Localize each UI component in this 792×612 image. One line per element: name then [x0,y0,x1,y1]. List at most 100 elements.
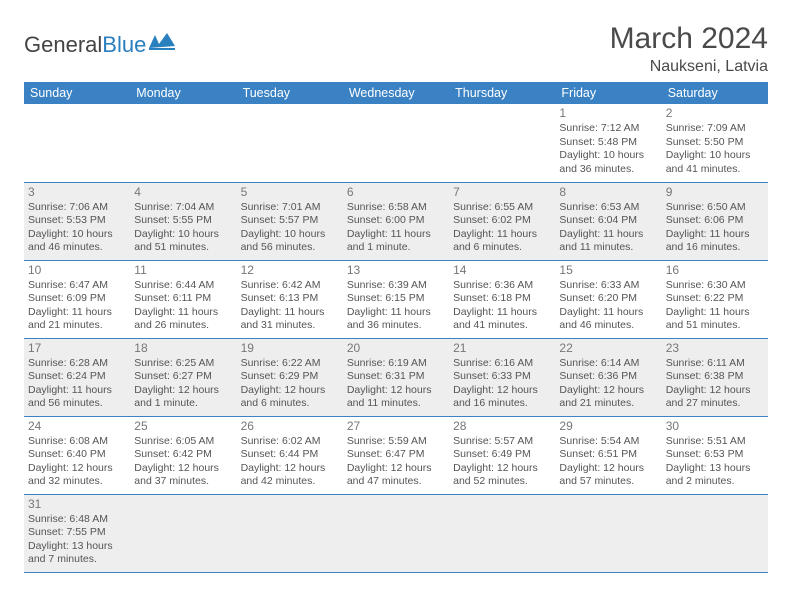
day-cell: 14Sunrise: 6:36 AMSunset: 6:18 PMDayligh… [449,260,555,338]
daylight-line2: and 21 minutes. [28,319,126,332]
sunset-text: Sunset: 6:06 PM [666,214,764,227]
sunrise-text: Sunrise: 6:42 AM [241,279,339,292]
sunset-text: Sunset: 6:22 PM [666,292,764,305]
sunset-text: Sunset: 6:53 PM [666,448,764,461]
week-row: 10Sunrise: 6:47 AMSunset: 6:09 PMDayligh… [24,260,768,338]
daylight-line1: Daylight: 11 hours [241,306,339,319]
empty-cell [449,494,555,572]
daylight-line1: Daylight: 12 hours [134,462,232,475]
daylight-line1: Daylight: 11 hours [666,306,764,319]
day-number: 14 [453,263,551,278]
sunset-text: Sunset: 6:02 PM [453,214,551,227]
daylight-line1: Daylight: 12 hours [453,384,551,397]
logo-flag-icon [149,33,175,51]
daylight-line1: Daylight: 10 hours [559,149,657,162]
sunrise-text: Sunrise: 6:02 AM [241,435,339,448]
daylight-line2: and 41 minutes. [666,163,764,176]
sunset-text: Sunset: 6:49 PM [453,448,551,461]
day-cell: 25Sunrise: 6:05 AMSunset: 6:42 PMDayligh… [130,416,236,494]
sunrise-text: Sunrise: 7:04 AM [134,201,232,214]
week-row: 17Sunrise: 6:28 AMSunset: 6:24 PMDayligh… [24,338,768,416]
logo-text-2: Blue [102,32,146,58]
logo: GeneralBlue [24,22,175,58]
daylight-line2: and 2 minutes. [666,475,764,488]
location: Naukseni, Latvia [610,58,768,76]
day-number: 2 [666,106,764,121]
daylight-line1: Daylight: 13 hours [666,462,764,475]
sunset-text: Sunset: 6:31 PM [347,370,445,383]
day-number: 30 [666,419,764,434]
daylight-line1: Daylight: 12 hours [666,384,764,397]
day-number: 5 [241,185,339,200]
day-cell: 13Sunrise: 6:39 AMSunset: 6:15 PMDayligh… [343,260,449,338]
sunrise-text: Sunrise: 5:51 AM [666,435,764,448]
day-cell: 10Sunrise: 6:47 AMSunset: 6:09 PMDayligh… [24,260,130,338]
daylight-line2: and 56 minutes. [241,241,339,254]
daylight-line1: Daylight: 12 hours [453,462,551,475]
daylight-line2: and 6 minutes. [453,241,551,254]
sunset-text: Sunset: 5:50 PM [666,136,764,149]
day-cell: 8Sunrise: 6:53 AMSunset: 6:04 PMDaylight… [555,182,661,260]
week-row: 1Sunrise: 7:12 AMSunset: 5:48 PMDaylight… [24,104,768,182]
day-number: 24 [28,419,126,434]
sunrise-text: Sunrise: 6:11 AM [666,357,764,370]
sunset-text: Sunset: 6:15 PM [347,292,445,305]
daylight-line1: Daylight: 11 hours [347,228,445,241]
day-header: Monday [130,82,236,104]
daylight-line2: and 6 minutes. [241,397,339,410]
daylight-line2: and 11 minutes. [559,241,657,254]
day-number: 20 [347,341,445,356]
daylight-line1: Daylight: 10 hours [241,228,339,241]
day-header: Wednesday [343,82,449,104]
daylight-line1: Daylight: 11 hours [347,306,445,319]
logo-text-1: General [24,32,102,58]
week-row: 24Sunrise: 6:08 AMSunset: 6:40 PMDayligh… [24,416,768,494]
daylight-line2: and 7 minutes. [28,553,126,566]
day-cell: 19Sunrise: 6:22 AMSunset: 6:29 PMDayligh… [237,338,343,416]
daylight-line2: and 16 minutes. [666,241,764,254]
day-number: 26 [241,419,339,434]
day-cell: 20Sunrise: 6:19 AMSunset: 6:31 PMDayligh… [343,338,449,416]
daylight-line1: Daylight: 11 hours [559,228,657,241]
daylight-line1: Daylight: 11 hours [28,384,126,397]
sunset-text: Sunset: 6:51 PM [559,448,657,461]
daylight-line1: Daylight: 12 hours [347,384,445,397]
sunset-text: Sunset: 6:11 PM [134,292,232,305]
sunset-text: Sunset: 6:44 PM [241,448,339,461]
sunset-text: Sunset: 6:04 PM [559,214,657,227]
title-block: March 2024 Naukseni, Latvia [610,22,768,76]
day-number: 31 [28,497,126,512]
day-cell: 15Sunrise: 6:33 AMSunset: 6:20 PMDayligh… [555,260,661,338]
day-cell: 26Sunrise: 6:02 AMSunset: 6:44 PMDayligh… [237,416,343,494]
daylight-line2: and 51 minutes. [134,241,232,254]
daylight-line2: and 31 minutes. [241,319,339,332]
empty-cell [449,104,555,182]
daylight-line2: and 57 minutes. [559,475,657,488]
daylight-line1: Daylight: 12 hours [134,384,232,397]
day-number: 25 [134,419,232,434]
day-header: Friday [555,82,661,104]
daylight-line2: and 11 minutes. [347,397,445,410]
day-number: 22 [559,341,657,356]
day-header: Thursday [449,82,555,104]
day-header: Sunday [24,82,130,104]
daylight-line1: Daylight: 12 hours [28,462,126,475]
day-number: 6 [347,185,445,200]
daylight-line2: and 36 minutes. [559,163,657,176]
sunset-text: Sunset: 6:38 PM [666,370,764,383]
daylight-line1: Daylight: 13 hours [28,540,126,553]
sunrise-text: Sunrise: 6:28 AM [28,357,126,370]
sunrise-text: Sunrise: 6:22 AM [241,357,339,370]
daylight-line1: Daylight: 12 hours [559,384,657,397]
day-cell: 12Sunrise: 6:42 AMSunset: 6:13 PMDayligh… [237,260,343,338]
day-cell: 3Sunrise: 7:06 AMSunset: 5:53 PMDaylight… [24,182,130,260]
day-number: 29 [559,419,657,434]
header: GeneralBlue March 2024 Naukseni, Latvia [24,22,768,76]
sunrise-text: Sunrise: 6:48 AM [28,513,126,526]
sunrise-text: Sunrise: 7:01 AM [241,201,339,214]
empty-cell [662,494,768,572]
sunrise-text: Sunrise: 6:16 AM [453,357,551,370]
sunrise-text: Sunrise: 5:57 AM [453,435,551,448]
day-cell: 21Sunrise: 6:16 AMSunset: 6:33 PMDayligh… [449,338,555,416]
daylight-line1: Daylight: 10 hours [134,228,232,241]
